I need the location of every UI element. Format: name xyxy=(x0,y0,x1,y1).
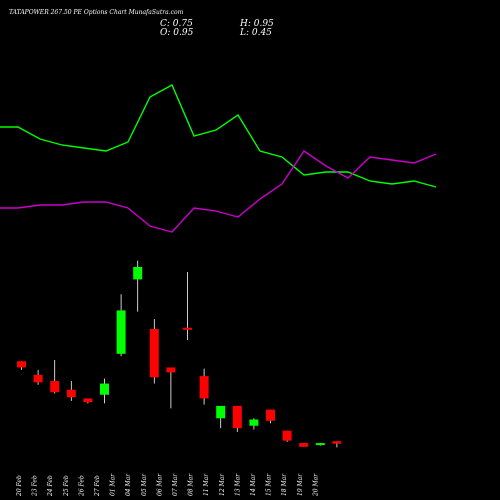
candle xyxy=(17,361,26,370)
x-tick-label: 20 Feb xyxy=(16,475,23,497)
x-tick-label: 14 Mar xyxy=(250,473,257,496)
x-tick-label: 27 Feb xyxy=(94,475,101,497)
x-tick-label: 13 Mar xyxy=(234,473,241,496)
candle-body xyxy=(33,374,43,383)
candle-body xyxy=(83,398,93,403)
candle xyxy=(249,418,259,430)
candle xyxy=(199,368,209,405)
x-tick-label: 24 Feb xyxy=(47,475,54,497)
x-tick-label: 07 Mar xyxy=(172,473,179,496)
x-tick-label: 15 Mar xyxy=(266,473,273,496)
candle xyxy=(50,360,60,394)
candle-body xyxy=(50,381,60,393)
candle xyxy=(83,398,93,404)
candle xyxy=(183,271,192,341)
x-tick-label: 08 Mar xyxy=(188,473,195,496)
candle-body xyxy=(216,405,226,419)
candle-body xyxy=(249,419,259,426)
candle xyxy=(149,319,159,384)
x-tick-label: 04 Mar xyxy=(125,473,132,496)
candle-body xyxy=(166,367,176,373)
x-tick-label: 05 Mar xyxy=(141,473,148,496)
candle-body xyxy=(266,409,275,421)
candle-body xyxy=(149,329,159,378)
price-panel xyxy=(17,260,342,448)
x-tick-label: 11 Mar xyxy=(203,473,210,496)
open-value: O: 0.95 xyxy=(160,28,194,38)
candle-body xyxy=(332,441,342,444)
x-tick-label: 18 Mar xyxy=(281,473,288,496)
candle xyxy=(332,441,342,448)
candle-body xyxy=(282,430,292,441)
candle-body xyxy=(315,443,325,446)
candle-body xyxy=(299,443,309,447)
candle-body xyxy=(232,405,242,429)
x-tick-label: 26 Feb xyxy=(78,475,85,497)
high-value: H: 0.95 xyxy=(240,19,274,29)
candle xyxy=(315,443,325,446)
candle-body xyxy=(100,383,109,395)
candle xyxy=(299,443,309,447)
x-tick-label: 20 Mar xyxy=(312,473,319,497)
candle-body xyxy=(183,327,192,330)
indicator-line-2 xyxy=(0,150,437,233)
x-tick-label: 01 Mar xyxy=(110,473,117,496)
candle xyxy=(232,405,242,432)
indicator-panel xyxy=(0,84,437,233)
candle xyxy=(166,367,176,409)
indicator-line-1 xyxy=(0,84,437,188)
chart-title: TATAPOWER 267.50 PE Options Chart Munafa… xyxy=(9,9,184,16)
candle-body xyxy=(66,389,76,398)
x-tick-label: 06 Mar xyxy=(156,473,163,496)
candle xyxy=(33,369,43,385)
x-tick-label: 12 Mar xyxy=(219,473,226,496)
x-tick-label: 19 Mar xyxy=(297,473,304,496)
x-tick-label: 23 Feb xyxy=(32,475,39,497)
close-value: C: 0.75 xyxy=(160,19,193,29)
x-axis-ticks: 20 Feb 23 Feb 24 Feb 25 Feb 26 Feb 27 Feb 01 M… xyxy=(16,473,319,497)
candle xyxy=(282,430,292,442)
candle xyxy=(100,378,109,404)
candle xyxy=(133,260,143,312)
low-value: L: 0.45 xyxy=(240,28,272,38)
candle-body xyxy=(116,310,126,354)
x-tick-label: 25 Feb xyxy=(63,475,70,497)
candle-body xyxy=(133,267,143,280)
candle xyxy=(216,405,226,429)
candle xyxy=(66,381,76,401)
candle xyxy=(116,294,126,357)
candle-body xyxy=(17,361,26,368)
candle xyxy=(266,409,275,424)
candle-body xyxy=(199,376,209,399)
